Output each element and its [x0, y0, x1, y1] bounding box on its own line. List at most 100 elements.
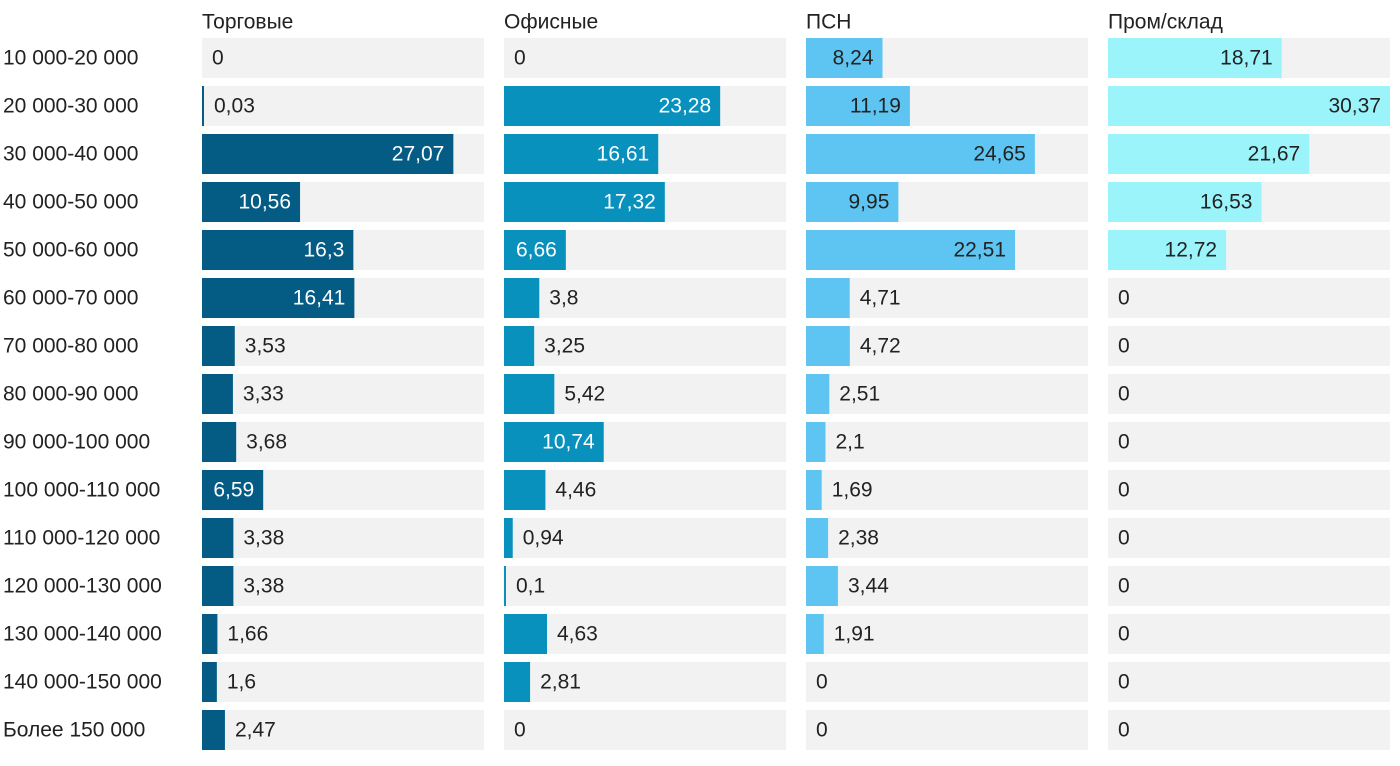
data-label: 0,03	[214, 95, 255, 118]
data-label: 2,51	[839, 383, 880, 406]
data-label: 0	[1118, 287, 1130, 310]
bar	[806, 374, 830, 414]
data-label: 0	[514, 719, 526, 742]
bar	[202, 230, 354, 270]
data-label: 8,24	[833, 47, 874, 70]
data-label: 24,65	[973, 143, 1026, 166]
data-label: 1,66	[227, 623, 268, 646]
bar-track	[202, 422, 484, 462]
data-label: 16,53	[1200, 191, 1253, 214]
bar-track	[504, 326, 786, 366]
data-label: 3,53	[245, 335, 286, 358]
data-label: 3,25	[544, 335, 585, 358]
bar	[806, 86, 910, 126]
bar-track	[504, 278, 786, 318]
data-label: 4,63	[557, 623, 598, 646]
bar-track	[202, 710, 484, 750]
bar	[202, 278, 355, 318]
data-label: 3,44	[848, 575, 889, 598]
bar-track	[1108, 566, 1390, 606]
bar	[202, 566, 234, 606]
data-label: 4,72	[860, 335, 901, 358]
bar-track	[806, 662, 1088, 702]
data-label: 9,95	[849, 191, 890, 214]
bar	[1108, 86, 1390, 126]
bar	[806, 134, 1035, 174]
data-label: 6,59	[213, 479, 254, 502]
bar	[1108, 134, 1310, 174]
data-label: 18,71	[1220, 47, 1273, 70]
bar-track	[504, 38, 786, 78]
bar	[504, 374, 555, 414]
bar-track	[202, 374, 484, 414]
category-label: 140 000-150 000	[3, 671, 162, 694]
category-label: 80 000-90 000	[3, 383, 138, 406]
data-label: 0	[1118, 479, 1130, 502]
bar-track	[1108, 422, 1390, 462]
bar-track	[806, 566, 1088, 606]
data-label: 0	[1118, 527, 1130, 550]
bar	[202, 374, 233, 414]
data-label: 21,67	[1248, 143, 1301, 166]
bar-track	[504, 470, 786, 510]
bar-track	[806, 614, 1088, 654]
data-label: 5,42	[564, 383, 605, 406]
data-label: 6,66	[516, 239, 557, 262]
category-label: 130 000-140 000	[3, 623, 162, 646]
bar	[806, 326, 850, 366]
data-label: 0,1	[516, 575, 545, 598]
data-label: 2,81	[540, 671, 581, 694]
data-label: 1,91	[834, 623, 875, 646]
data-label: 0	[816, 671, 828, 694]
bar-track	[1108, 662, 1390, 702]
category-label: 70 000-80 000	[3, 335, 138, 358]
category-label: 10 000-20 000	[3, 47, 138, 70]
bar-track	[202, 86, 484, 126]
data-label: 1,6	[227, 671, 256, 694]
bar-track	[1108, 278, 1390, 318]
bar-track	[1108, 614, 1390, 654]
data-label: 0	[1118, 335, 1130, 358]
data-label: 0	[1118, 431, 1130, 454]
bar-track	[504, 518, 786, 558]
bar-track	[504, 566, 786, 606]
category-label: 30 000-40 000	[3, 143, 138, 166]
data-label: 0	[212, 47, 224, 70]
bar	[806, 518, 829, 558]
bar	[1108, 38, 1282, 78]
category-label: 90 000-100 000	[3, 431, 150, 454]
category-label: 60 000-70 000	[3, 287, 138, 310]
bar	[504, 518, 513, 558]
bar	[202, 422, 237, 462]
bar	[504, 422, 604, 462]
data-label: 10,74	[542, 431, 595, 454]
category-label: 110 000-120 000	[3, 527, 160, 550]
bar-track	[806, 470, 1088, 510]
bar-track	[202, 614, 484, 654]
bar	[202, 182, 301, 222]
bar	[504, 278, 540, 318]
bar-track	[1108, 470, 1390, 510]
bar	[202, 470, 264, 510]
bar	[806, 422, 826, 462]
bar-track	[1108, 326, 1390, 366]
data-label: 11,19	[850, 95, 901, 118]
data-label: 4,46	[555, 479, 596, 502]
panel-title: ПСН	[806, 11, 851, 34]
category-label: 40 000-50 000	[3, 191, 138, 214]
data-label: 3,33	[243, 383, 284, 406]
bar	[202, 710, 225, 750]
data-label: 17,32	[603, 191, 656, 214]
bar-track	[1108, 374, 1390, 414]
bar-track	[504, 662, 786, 702]
data-label: 12,72	[1165, 239, 1218, 262]
bar-track	[1108, 710, 1390, 750]
category-label: 50 000-60 000	[3, 239, 138, 262]
data-label: 0	[1118, 383, 1130, 406]
bar-track	[202, 518, 484, 558]
data-label: 3,68	[246, 431, 287, 454]
data-label: 1,69	[832, 479, 873, 502]
bar	[504, 182, 665, 222]
bar-track	[202, 662, 484, 702]
